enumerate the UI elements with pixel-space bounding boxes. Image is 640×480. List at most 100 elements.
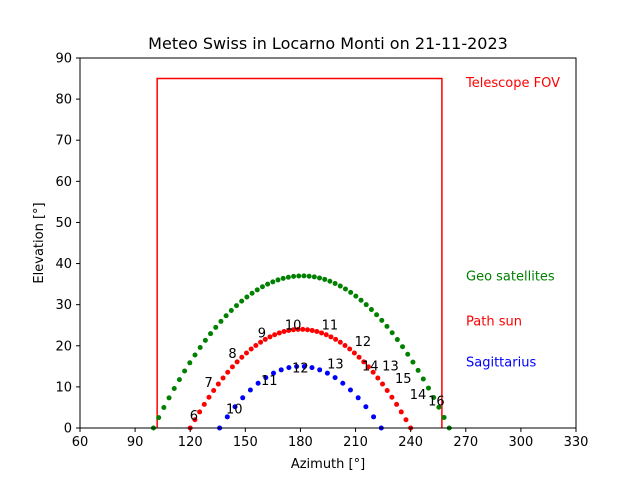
y-tick-label: 60 [55, 175, 72, 190]
y-tick-label: 30 [55, 298, 72, 313]
chart-title: Meteo Swiss in Locarno Monti on 21-11-20… [148, 34, 508, 53]
data-point [363, 302, 369, 308]
data-point [234, 359, 240, 365]
data-point [291, 273, 297, 279]
series-path-sun [187, 326, 414, 431]
x-tick-label: 300 [508, 435, 533, 450]
data-point [280, 275, 286, 281]
data-point [192, 352, 198, 358]
x-tick-label: 240 [398, 435, 423, 450]
data-point [208, 331, 214, 337]
data-point [286, 327, 292, 333]
x-tick-label: 120 [178, 435, 203, 450]
data-point [309, 327, 315, 333]
x-axis: 60 90 120 150 180 210 240 270 300 330 [72, 428, 588, 450]
data-point [337, 339, 343, 345]
data-point [384, 323, 390, 329]
data-point [218, 318, 224, 324]
data-point [436, 404, 442, 410]
data-point [223, 313, 229, 319]
data-point [304, 327, 310, 333]
data-point [220, 375, 226, 381]
x-tick-label: 270 [453, 435, 478, 450]
hour-label: 9 [258, 327, 266, 342]
data-point [317, 275, 323, 281]
series-geo-satellites [150, 273, 452, 431]
hour-label: 10 [285, 318, 302, 333]
data-point [356, 354, 362, 360]
y-tick-label: 80 [55, 93, 72, 108]
data-point [262, 336, 268, 342]
data-point [370, 369, 376, 375]
data-point [253, 342, 259, 348]
data-point [365, 364, 371, 370]
data-point [311, 274, 317, 280]
data-point [332, 280, 338, 286]
data-point [281, 329, 287, 335]
hour-label: 10 [226, 403, 243, 418]
data-point [211, 387, 217, 393]
x-tick-label: 60 [72, 435, 89, 450]
data-point [410, 359, 416, 365]
data-point [431, 394, 437, 400]
data-point [187, 360, 193, 366]
hour-label: 13 [327, 357, 344, 372]
data-point [400, 344, 406, 350]
data-point [361, 359, 367, 365]
data-point [206, 394, 212, 400]
hour-label: 7 [204, 376, 212, 391]
data-point [340, 380, 346, 386]
data-point [213, 324, 219, 330]
y-tick-label: 10 [55, 380, 72, 395]
data-point [379, 317, 385, 323]
data-point [249, 290, 255, 296]
data-point [328, 334, 334, 340]
x-tick-label: 180 [288, 435, 313, 450]
data-point [286, 365, 292, 371]
hour-label: 8 [228, 347, 236, 362]
data-point [337, 283, 343, 289]
data-point [259, 284, 265, 290]
data-point [301, 273, 307, 279]
data-point [228, 307, 234, 313]
data-point [285, 274, 291, 280]
y-tick-label: 0 [64, 422, 72, 437]
x-tick-label: 210 [343, 435, 368, 450]
plot-frame [79, 57, 577, 429]
hour-label: 16 [428, 394, 445, 409]
data-point [192, 417, 198, 423]
data-point [327, 278, 333, 284]
data-point [309, 365, 315, 371]
y-tick-label: 40 [55, 257, 72, 272]
data-point [234, 303, 240, 309]
data-point [263, 375, 269, 381]
data-point [314, 329, 320, 335]
data-point [394, 337, 400, 343]
x-axis-label: Azimuth [°] [291, 457, 365, 472]
hour-label: 12 [355, 335, 372, 350]
data-point [202, 337, 208, 343]
data-point [380, 381, 386, 387]
data-point [347, 387, 353, 393]
data-point [166, 395, 172, 401]
data-point [265, 281, 271, 287]
data-point [248, 346, 254, 352]
data-point [244, 294, 250, 300]
y-axis: 0 10 20 30 40 50 60 70 80 90 [55, 52, 80, 437]
data-point [319, 330, 325, 336]
data-point [171, 386, 177, 392]
data-point [342, 342, 348, 348]
data-point [240, 395, 246, 401]
legend-label: Geo satellites [466, 269, 555, 284]
data-point [389, 394, 395, 400]
fov-layer [156, 77, 443, 428]
data-point [176, 377, 182, 383]
data-point [290, 327, 296, 333]
data-point [272, 332, 278, 338]
data-point [375, 375, 381, 381]
y-tick-label: 70 [55, 134, 72, 149]
data-point [295, 326, 301, 332]
data-point [347, 346, 353, 352]
data-point [254, 287, 260, 293]
